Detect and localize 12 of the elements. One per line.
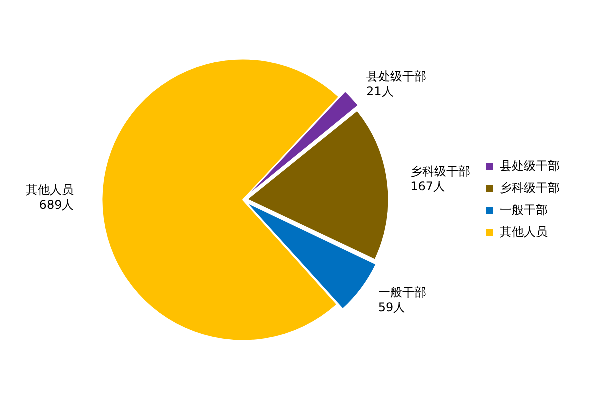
data-label: 167人 bbox=[410, 180, 446, 194]
data-label: 689人 bbox=[39, 198, 74, 212]
slice-label: 县处级干部 bbox=[366, 70, 427, 84]
data-label: 59人 bbox=[378, 300, 406, 314]
legend-label: 其他人员 bbox=[500, 225, 548, 240]
slice-label: 乡科级干部 bbox=[410, 164, 471, 179]
slice-label: 一般干部 bbox=[378, 285, 426, 300]
data-label: 21人 bbox=[366, 84, 394, 99]
legend-label: 一般干部 bbox=[500, 203, 548, 218]
slice-label: 其他人员 bbox=[26, 183, 74, 198]
legend-label: 乡科级干部 bbox=[500, 181, 560, 196]
legend-label: 县处级干部 bbox=[500, 159, 560, 174]
